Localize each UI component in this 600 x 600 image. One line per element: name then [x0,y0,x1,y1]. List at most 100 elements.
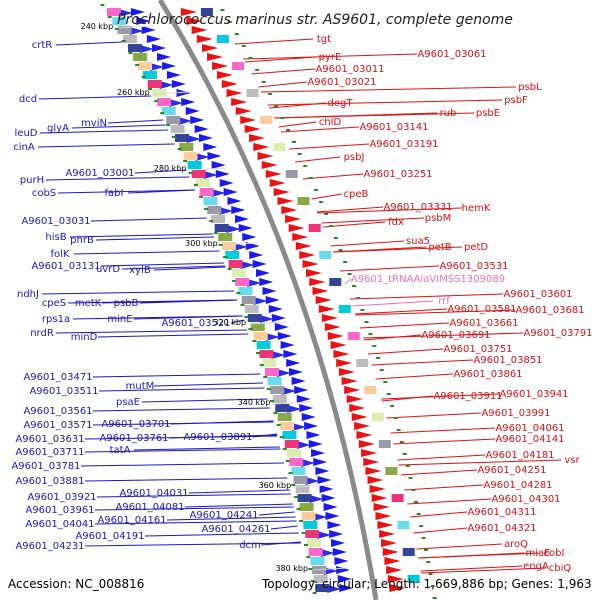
label-connector [121,265,226,270]
forward-gene-arrow [354,422,371,430]
tick-guide [293,484,332,488]
reverse-gene-label: A9601_03571 [23,420,92,431]
label-connector [371,359,474,366]
forward-gene-label: A9601_04311 [467,507,536,518]
forward-gene-label: A9601_04281 [483,480,552,491]
reverse-gene-label: A9601_03891 [183,432,252,443]
reverse-gene-label: purH [20,175,44,186]
gene-category-block [280,422,295,430]
reverse-gene-arrow [219,207,234,215]
gene-category-block [391,494,404,502]
reverse-gene-arrow [136,17,151,25]
forward-gene-label: A9601_03191 [369,139,438,150]
forward-gene-arrow [382,548,399,556]
label-connector [420,565,523,572]
track-dot [199,196,204,198]
label-connector [261,86,517,93]
track-dot [286,129,291,131]
kbp-tick-label: 320 kbp [213,318,246,327]
gene-category-block [228,260,243,268]
kbp-ticks: 240 kbp 260 kbp 280 kbp 300 kbp 320 kbp 340 k… [81,4,437,599]
forward-gene-label: A9601_03941 [499,389,568,400]
track-dot [338,249,343,251]
label-connector [98,387,265,392]
track-dot [390,405,395,407]
reverse-gene-arrow [259,278,274,286]
reverse-gene-arrow [330,539,345,547]
track-dot [263,376,268,378]
label-connector [316,206,384,213]
reverse-gene-arrow [187,135,202,143]
gene-category-block [273,143,286,151]
track-dot [376,357,381,359]
reverse-gene-arrow [327,521,342,529]
gene-category-block [289,458,304,466]
reverse-gene-label: A9601_03701 [101,419,170,430]
gene-category-block [293,476,308,484]
gene-category-block [303,521,318,529]
forward-gene-arrow [191,26,208,34]
track-dot [270,400,275,402]
forward-gene-label: A9601_03681 [515,305,584,316]
forward-gene-arrow [292,233,309,241]
reverse-gene-label: psbB [114,298,139,309]
reverse-gene-arrow [339,584,354,592]
forward-gene-arrow [379,530,396,538]
reverse-gene-arrow [226,225,241,233]
reverse-gene-arrow [199,134,214,142]
forward-gene-label: tgt [317,34,331,45]
reverse-gene-arrow [223,188,238,196]
map-title: Prochlorococcus marinus str. AS9601, com… [117,12,513,28]
label-connector [278,121,317,128]
forward-gene-arrow [231,98,248,106]
reverse-gene-arrow [283,350,298,358]
track-dot [227,268,232,270]
gene-category-block [250,323,265,331]
genome-summary-text: Topology: circular; Length: 1,669,886 bp… [261,577,592,591]
label-connector [41,290,235,295]
forward-gene-label: A9601_04321 [467,523,536,534]
reverse-gene-label: minD [71,332,98,343]
track-dot [236,292,241,294]
label-connector [267,99,503,106]
reverse-gene-label: A9601_03961 [25,505,94,516]
track-dot [399,441,404,443]
forward-gene-arrow [377,521,394,529]
forward-gene-arrow [386,566,403,574]
forward-gene-label: pyrE [319,52,342,63]
label-connector [84,448,281,453]
reverse-gene-arrow [190,116,205,124]
reverse-gene-label: A9601_03031 [21,216,90,227]
forward-gene-label: rub [440,108,457,119]
reverse-gene-arrow [262,287,277,295]
gene-category-block [291,467,306,475]
gene-features [106,8,420,593]
gene-category-block [183,152,198,160]
gene-category-block [157,98,172,106]
forward-gene-arrow [318,305,335,313]
track-dot [423,549,428,551]
gene-category-block [231,269,246,277]
forward-gene-label: A9601_03061 [417,49,486,60]
forward-gene-arrow [261,161,278,169]
reverse-gene-arrow [207,152,222,160]
forward-gene-label: A9601_03991 [481,408,550,419]
track-dot [177,148,182,150]
gene-category-block [260,116,273,124]
label-connector [90,217,207,222]
forward-gene-arrow [351,413,368,421]
gene-category-block [267,377,282,385]
kbp-tick-label: 300 kbp [185,239,218,248]
kbp-tick-label: 240 kbp [81,22,114,31]
reverse-gene-arrow [336,566,351,574]
forward-gene-label: A9601_03251 [363,169,432,180]
forward-gene-label: psbM [425,213,452,224]
forward-gene-label: A9601_03691 [421,330,490,341]
track-dot [259,364,264,366]
track-dot [121,40,126,42]
reverse-gene-arrow [238,224,253,232]
label-connector [368,348,444,355]
label-connector [166,516,296,521]
gene-category-block [305,530,320,538]
kbp-tick-label: 380 kbp [275,564,308,573]
